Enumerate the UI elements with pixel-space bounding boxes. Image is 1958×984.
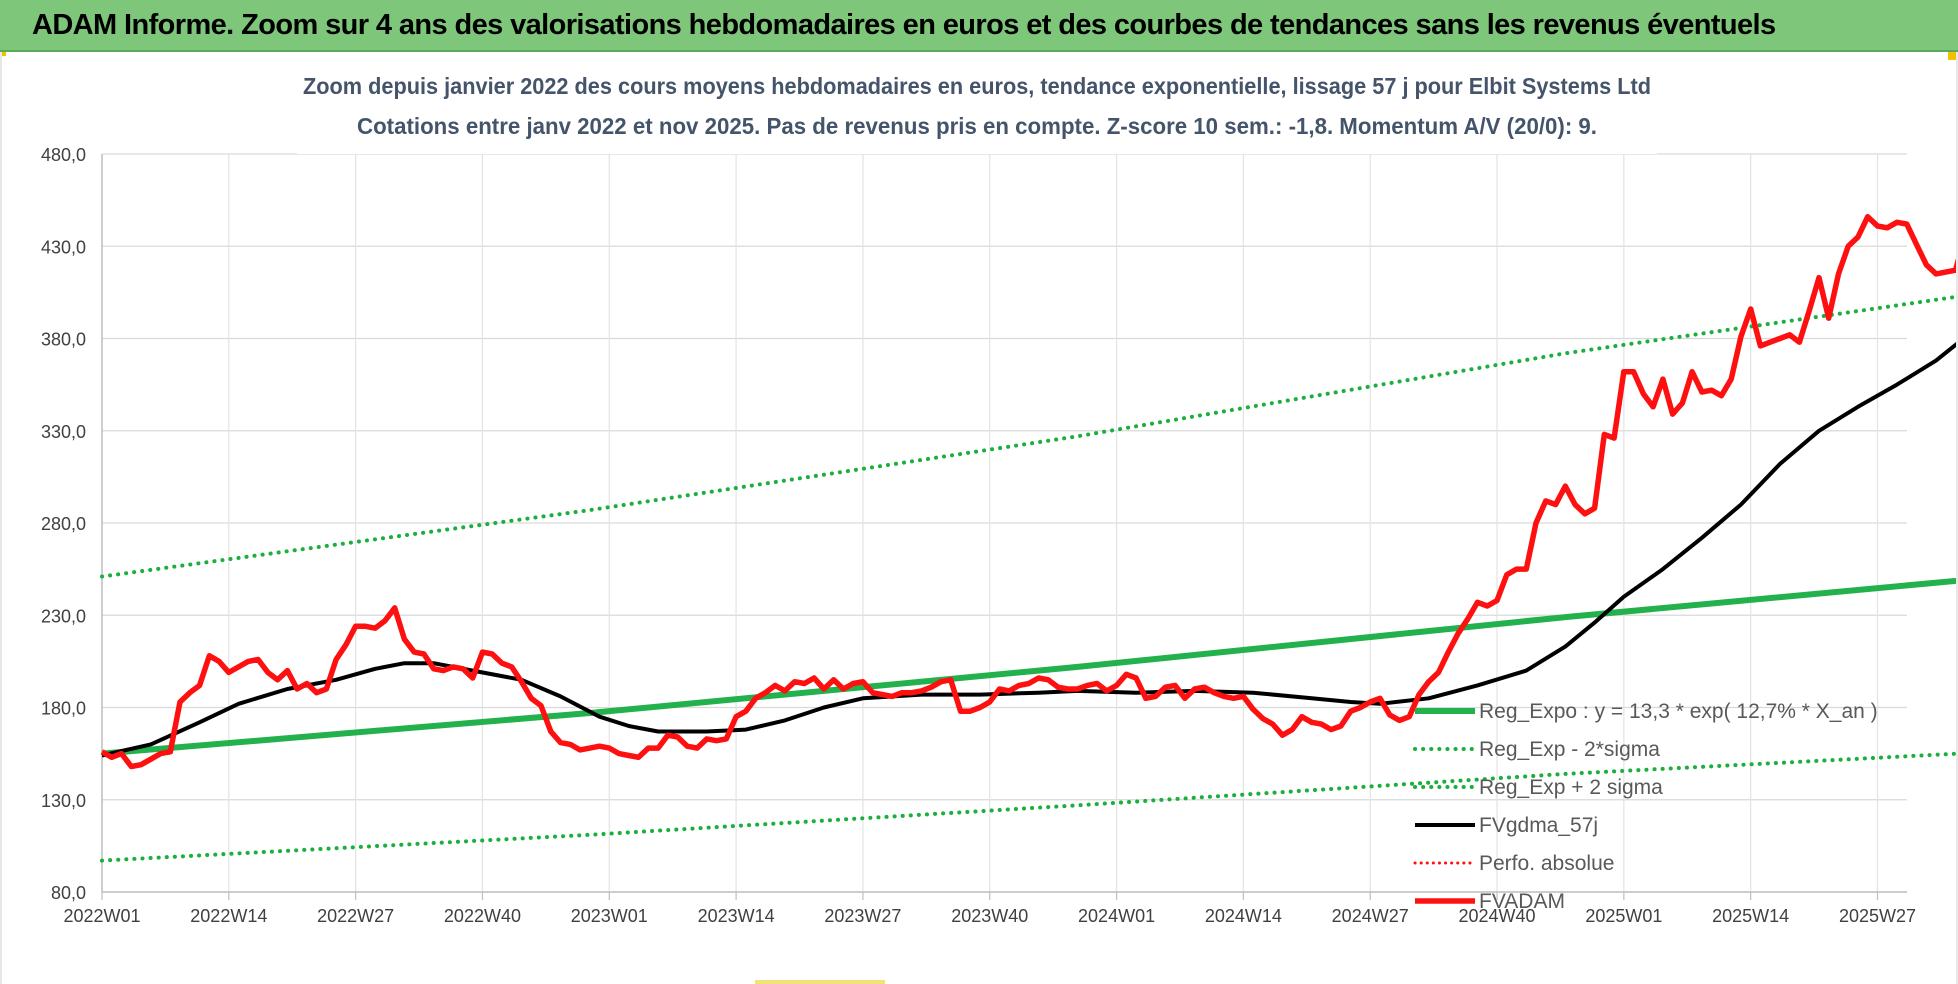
y-tick-label: 230,0 xyxy=(41,606,86,626)
x-tick-label: 2023W01 xyxy=(571,906,648,926)
legend-label: Reg_Expo : y = 13,3 * exp( 12,7% * X_an … xyxy=(1479,700,1878,723)
legend: Reg_Expo : y = 13,3 * exp( 12,7% * X_an … xyxy=(1413,700,1878,913)
y-axis-ticks: 80,0 130,0 180,0 230,0 280,0 330,0 380,0 430,0 4… xyxy=(41,145,86,903)
x-tick-label: 2024W27 xyxy=(1332,906,1409,926)
bottom-marker xyxy=(755,980,885,984)
y-tick-label: 330,0 xyxy=(41,422,86,442)
legend-label: Perfo. absolue xyxy=(1479,852,1614,875)
x-tick-label: 2022W27 xyxy=(317,906,394,926)
y-tick-label: 80,0 xyxy=(51,883,86,903)
x-tick-label: 2024W01 xyxy=(1078,906,1155,926)
title-background xyxy=(297,62,1657,154)
legend-label: Reg_Exp - 2*sigma xyxy=(1479,738,1660,761)
chart-area: 80,0 130,0 180,0 230,0 280,0 330,0 380,0 430,0 4… xyxy=(0,52,1958,984)
y-tick-label: 280,0 xyxy=(41,514,86,534)
x-tick-label: 2023W27 xyxy=(824,906,901,926)
x-tick-label: 2023W40 xyxy=(951,906,1028,926)
legend-label: FVADAM xyxy=(1479,890,1565,913)
header-bar: ADAM Informe. Zoom sur 4 ans des valoris… xyxy=(0,0,1958,52)
page-title: ADAM Informe. Zoom sur 4 ans des valoris… xyxy=(32,9,1776,41)
chart-subtitle: Cotations entre janv 2022 et nov 2025. P… xyxy=(357,113,1597,139)
x-tick-label: 2025W14 xyxy=(1712,906,1789,926)
series-group xyxy=(100,213,1956,863)
x-tick-label: 2022W40 xyxy=(444,906,521,926)
legend-label: Reg_Exp + 2 sigma xyxy=(1479,776,1663,799)
series-line-reg-exp-2-sigma xyxy=(100,294,1956,579)
x-tick-label: 2024W40 xyxy=(1458,906,1535,926)
x-tick-label: 2025W01 xyxy=(1585,906,1662,926)
y-tick-label: 430,0 xyxy=(41,237,86,257)
x-tick-label: 2024W14 xyxy=(1205,906,1282,926)
corner-marker-left xyxy=(0,52,6,56)
series-line-reg-expo-y-13-3-exp-12-7-x-an xyxy=(101,577,1956,757)
y-tick-label: 130,0 xyxy=(41,791,86,811)
x-tick-label: 2023W14 xyxy=(698,906,775,926)
chart-title: Zoom depuis janvier 2022 des cours moyen… xyxy=(303,73,1651,99)
chart-svg: 80,0 130,0 180,0 230,0 280,0 330,0 380,0 430,0 4… xyxy=(41,62,1956,926)
x-axis-ticks: 2022W01 2022W14 2022W27 2022W40 2023W01 2023W… xyxy=(63,906,1916,926)
legend-label: FVgdma_57j xyxy=(1479,814,1598,837)
x-tick-label: 2022W14 xyxy=(190,906,267,926)
y-tick-label: 180,0 xyxy=(41,699,86,719)
x-tick-label: 2022W01 xyxy=(63,906,140,926)
corner-marker-right xyxy=(1948,52,1958,60)
y-tick-label: 380,0 xyxy=(41,330,86,350)
y-tick-label: 480,0 xyxy=(41,145,86,165)
x-tick-label: 2025W27 xyxy=(1839,906,1916,926)
series-line-fvadam xyxy=(100,213,1956,770)
series-line-reg-exp-2-sigma xyxy=(100,751,1956,863)
